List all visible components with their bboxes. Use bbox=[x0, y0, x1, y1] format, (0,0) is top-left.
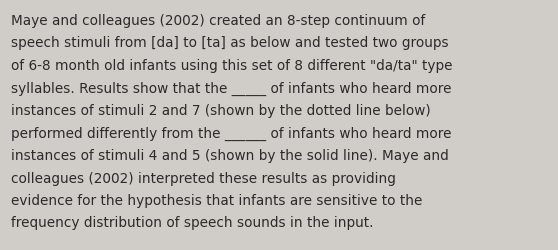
Text: syllables. Results show that the _____ of infants who heard more: syllables. Results show that the _____ o… bbox=[11, 81, 451, 95]
Text: colleagues (2002) interpreted these results as providing: colleagues (2002) interpreted these resu… bbox=[11, 171, 396, 185]
Text: Maye and colleagues (2002) created an 8-step continuum of: Maye and colleagues (2002) created an 8-… bbox=[11, 14, 425, 28]
Text: instances of stimuli 2 and 7 (shown by the dotted line below): instances of stimuli 2 and 7 (shown by t… bbox=[11, 104, 431, 118]
Text: speech stimuli from [da] to [ta] as below and tested two groups: speech stimuli from [da] to [ta] as belo… bbox=[11, 36, 449, 50]
Text: evidence for the hypothesis that infants are sensitive to the: evidence for the hypothesis that infants… bbox=[11, 193, 422, 207]
Text: of 6-8 month old infants using this set of 8 different "da/ta" type: of 6-8 month old infants using this set … bbox=[11, 59, 453, 73]
Text: frequency distribution of speech sounds in the input.: frequency distribution of speech sounds … bbox=[11, 216, 373, 230]
Text: instances of stimuli 4 and 5 (shown by the solid line). Maye and: instances of stimuli 4 and 5 (shown by t… bbox=[11, 148, 449, 162]
Text: performed differently from the ______ of infants who heard more: performed differently from the ______ of… bbox=[11, 126, 451, 140]
